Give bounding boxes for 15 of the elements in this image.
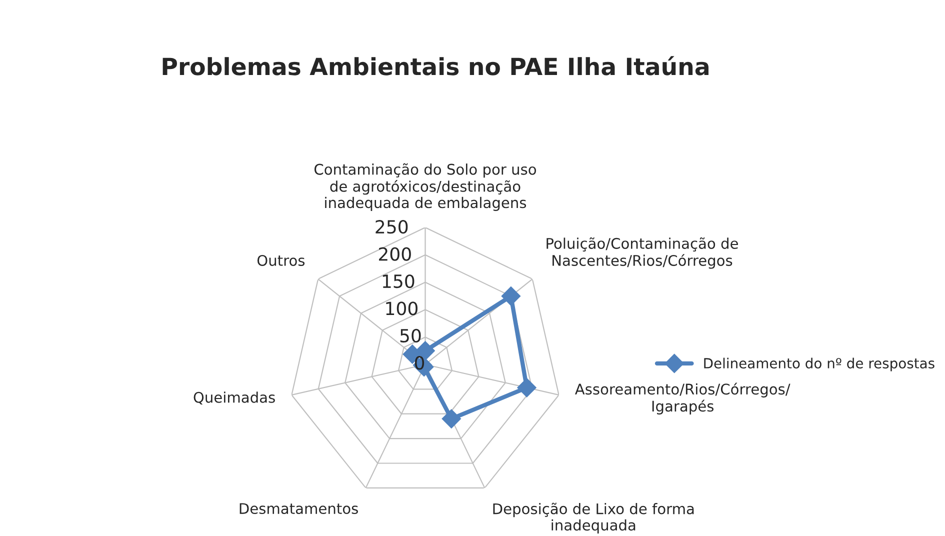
legend-label: Delineamento do nº de respostas <box>704 358 934 372</box>
spoke-label: Queimadas <box>194 392 275 405</box>
y-tick-label: 200 <box>378 247 411 261</box>
y-tick-label: 250 <box>376 220 408 234</box>
y-tick-label: 150 <box>382 274 414 288</box>
spoke-label: Assoreamento/Rios/Córregos/ Igarapés <box>574 382 790 414</box>
y-tick-label: 100 <box>386 302 418 316</box>
spoke-label: Desmatamentos <box>240 503 358 514</box>
spoke-label: Poluição/Contaminação de Nascentes/Rios/Córregos <box>546 237 738 269</box>
y-tick-label: 0 <box>414 356 424 370</box>
chart-title: Problemas Ambientais no PAE Ilha Itaúna <box>162 56 708 76</box>
spoke-label: Deposição de Lixo de forma inadequada <box>493 502 694 534</box>
spoke-label: Contaminação do Solo por uso de agrotóxicos/destinação inadequada de embalagens <box>314 163 536 212</box>
spoke-label: Outros <box>257 254 305 266</box>
y-tick-label: 50 <box>400 328 421 343</box>
